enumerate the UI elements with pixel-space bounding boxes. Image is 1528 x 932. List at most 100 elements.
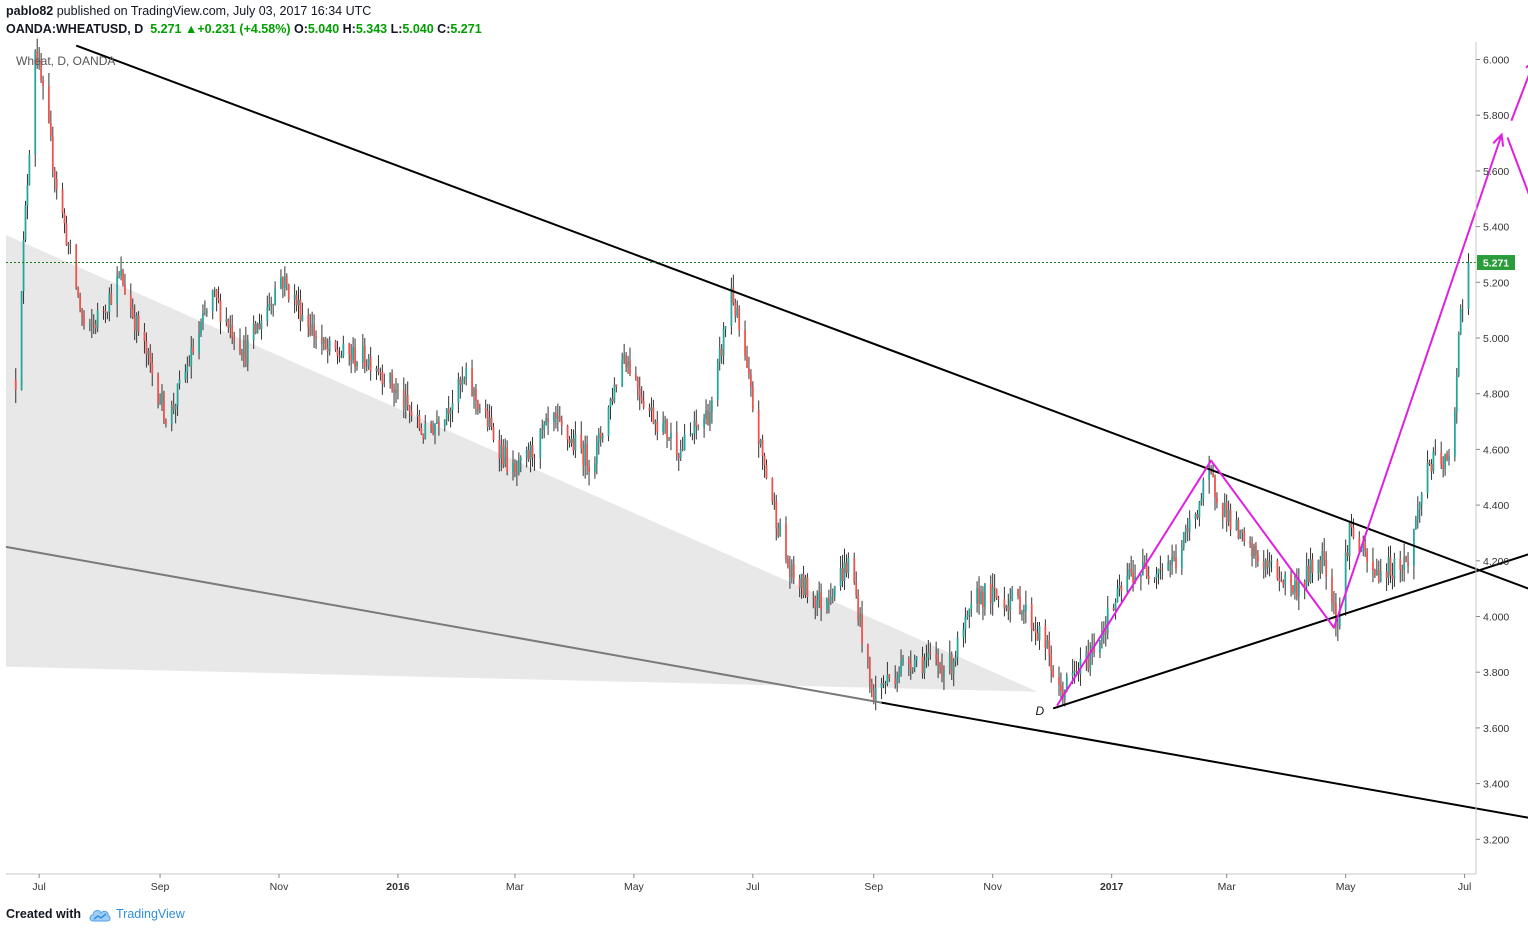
candle-body [826,598,828,610]
tradingview-link[interactable]: TradingView [116,907,185,921]
candle-body [989,584,992,604]
open-value: 5.040 [307,22,340,36]
candle-body [1161,569,1164,571]
candle-body [326,347,329,352]
candle-body [69,244,72,246]
candle-body [718,348,721,362]
candle-body [106,311,109,314]
candle-body [1071,672,1074,677]
candle-body [313,324,315,337]
candle-body [219,300,222,322]
candle-body [202,312,204,323]
candle-body [814,597,817,608]
candle-body [1167,562,1170,571]
candle-body [859,613,861,621]
trendline-1 [75,44,1528,590]
candle-body [239,340,241,353]
candle-body [898,673,900,679]
candle-body [812,596,815,598]
candle-body [927,652,930,658]
candle-body [679,449,682,459]
candle-body [594,463,596,472]
candle-body [1296,581,1298,597]
price-tick-label: 4.400 [1483,500,1509,512]
candle-body [1379,571,1382,582]
candle-body [847,557,850,574]
candle-body [410,411,413,417]
candle-body [566,425,569,440]
price-axis[interactable]: 6.000 5.800 5.600 5.400 5.200 5.000 4.800 4.600… [1476,55,1509,847]
candle-body [1241,529,1244,533]
candle-body [1235,519,1238,531]
candle-body [1058,677,1060,685]
candle-body [907,658,910,664]
candle-body [888,674,891,679]
symbol-label[interactable]: OANDA:WHEATUSD, D [6,22,144,36]
candle-body [34,51,37,155]
candle-body [61,189,64,213]
candle-body [151,362,154,375]
candle-body [334,340,337,350]
candle-body [1352,527,1355,538]
candle-body [116,276,119,305]
candle-body [763,456,766,466]
candle-body [609,398,612,408]
candle-body [517,460,520,474]
candle-body [1032,629,1035,630]
candle-body [506,447,509,472]
candle-body [555,413,557,419]
candle-body [1321,550,1324,572]
candle-body [1278,578,1281,582]
trendlines-group [5,44,1528,819]
candle-body [1239,529,1242,539]
candle-body [675,432,678,456]
candle-body [1243,532,1246,542]
candle-body [457,378,460,404]
price-tick-label: 5.400 [1483,222,1509,234]
candle-body [1444,453,1446,469]
candle-body [816,600,819,608]
candle-body [935,654,938,659]
candle-body [1155,573,1158,579]
candle-body [1403,556,1406,570]
time-tick-label: Jul [746,881,759,893]
candle-body [229,324,232,328]
candle-body [857,595,860,621]
candle-body [149,351,152,363]
candle-body [241,352,243,356]
time-tick-label: Sep [864,881,883,893]
candle-body [252,323,255,341]
candle-body [88,321,91,326]
candle-body [744,330,746,356]
candle-body [1282,581,1285,585]
candle-body [256,323,259,334]
candle-body [124,284,126,295]
time-axis[interactable]: Jul Sep Nov 2016 Mar May Jul Sep Nov 2017 Mar May Ju… [32,874,1528,893]
candle-body [1157,568,1160,574]
candle-body [820,592,822,610]
candle-body [1196,514,1199,518]
time-tick-label: Nov [270,881,289,893]
candle-body [204,312,206,314]
author-name[interactable]: pablo82 [6,4,54,18]
candle-body [1385,571,1388,578]
candle-body [886,674,889,684]
candle-body [798,578,801,588]
candle-body [545,418,548,425]
candle-body [568,439,571,444]
candle-body [556,416,559,419]
up-arrow-icon: ▲ [184,22,198,36]
candle-body [711,400,713,413]
candle-body [157,374,159,404]
candle-body [1173,557,1175,558]
candle-body [1268,561,1271,568]
candle-body [1101,635,1103,641]
candle-body [402,390,405,410]
published-text: published on TradingView.com, July 03, 2… [56,4,372,18]
price-chart[interactable]: D Wheat, D, OANDA 6.000 5.800 5.600 5.400 5.… [0,0,1528,900]
candle-body [211,290,214,311]
candle-body [420,428,423,434]
candle-body [995,588,998,599]
candle-body [1311,559,1314,574]
candle-body [363,346,366,368]
